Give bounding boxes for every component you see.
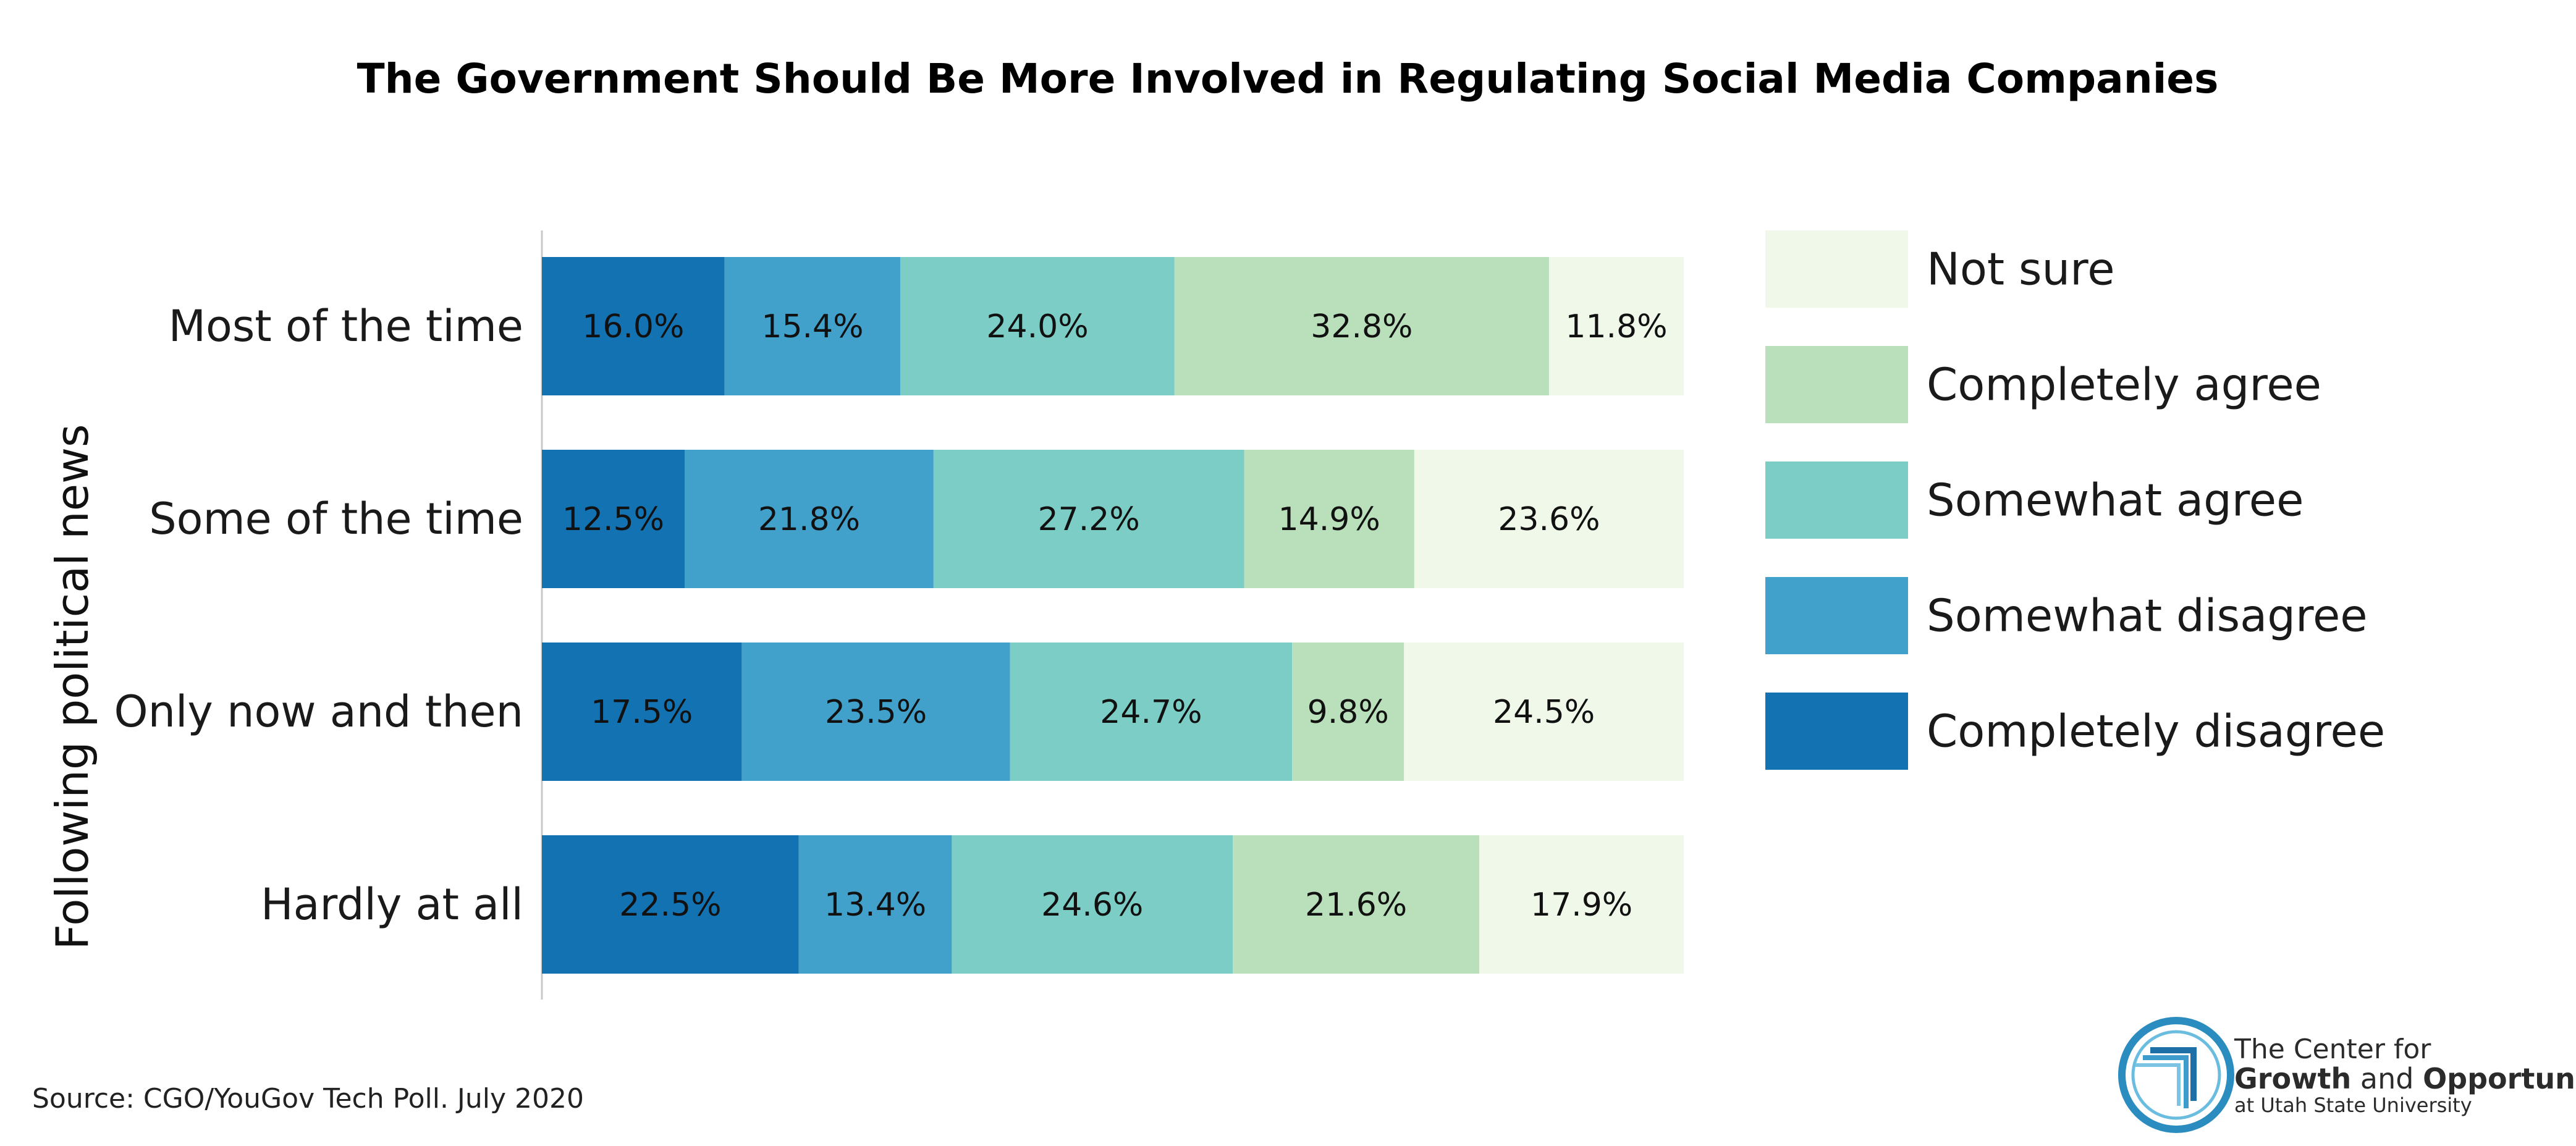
data-label-3-0: 22.5% bbox=[619, 887, 721, 924]
logo-line3: at Utah State University bbox=[2234, 1093, 2472, 1117]
chart-title: The Government Should Be More Involved i… bbox=[357, 55, 2219, 103]
bar-segment-1-4 bbox=[1414, 450, 1684, 588]
bars-layer: 16.0% 15.4% 24.0% 32.8% 11.8% 12.5% 21.8% 27.2%… bbox=[542, 257, 1684, 974]
legend-label-3: Somewhat disagree bbox=[1927, 590, 2368, 642]
bar-segment-2-2 bbox=[1010, 643, 1293, 781]
legend-swatch-4 bbox=[1765, 693, 1908, 770]
category-label-2: Only now and then bbox=[114, 686, 523, 737]
logo-line2: Growth and Opportunity bbox=[2234, 1062, 2576, 1095]
legend-swatch-2 bbox=[1765, 461, 1908, 539]
bar-segment-3-2 bbox=[952, 835, 1233, 974]
legend-swatch-0 bbox=[1765, 230, 1908, 308]
data-label-2-1: 23.5% bbox=[825, 694, 927, 731]
bar-segment-1-1 bbox=[685, 450, 934, 588]
bar-segment-2-4 bbox=[1404, 643, 1684, 781]
logo-line1: The Center for bbox=[2234, 1034, 2431, 1065]
bar-segment-3-0 bbox=[542, 835, 799, 974]
data-label-0-0: 16.0% bbox=[582, 308, 684, 345]
data-label-2-4: 24.5% bbox=[1493, 694, 1595, 731]
bar-segment-2-1 bbox=[741, 643, 1010, 781]
bar-segment-3-3 bbox=[1233, 835, 1480, 974]
data-label-1-3: 14.9% bbox=[1278, 501, 1380, 538]
category-label-3: Hardly at all bbox=[261, 879, 523, 930]
bar-segment-0-2 bbox=[900, 257, 1175, 395]
bar-segment-3-4 bbox=[1479, 835, 1684, 974]
bar-segment-1-2 bbox=[933, 450, 1244, 588]
data-label-1-2: 27.2% bbox=[1038, 501, 1140, 538]
cgo-logo: The Center for Growth and Opportunity at… bbox=[2118, 1017, 2576, 1133]
legend-label-1: Completely agree bbox=[1927, 359, 2321, 411]
legend-swatch-1 bbox=[1765, 346, 1908, 423]
y-axis-label: Following political news bbox=[46, 424, 98, 950]
data-label-3-3: 21.6% bbox=[1305, 887, 1407, 924]
legend-label-0: Not sure bbox=[1927, 243, 2115, 295]
legend-label-4: Completely disagree bbox=[1927, 706, 2385, 757]
data-label-2-2: 24.7% bbox=[1100, 694, 1202, 731]
logo-opportunity: Opportunity bbox=[2423, 1062, 2576, 1095]
bar-segment-2-0 bbox=[542, 643, 742, 781]
data-label-0-1: 15.4% bbox=[761, 308, 863, 345]
legend-label-2: Somewhat agree bbox=[1927, 474, 2304, 526]
logo-growth: Growth bbox=[2234, 1062, 2351, 1095]
bar-segment-0-4 bbox=[1548, 257, 1684, 395]
legend: Not sure Completely agree Somewhat agree So… bbox=[1765, 230, 2385, 770]
bar-segment-0-3 bbox=[1174, 257, 1549, 395]
bar-segment-3-1 bbox=[798, 835, 952, 974]
category-label-0: Most of the time bbox=[169, 301, 523, 352]
category-label-1: Some of the time bbox=[149, 494, 523, 544]
data-label-3-1: 13.4% bbox=[824, 887, 926, 924]
logo-emblem bbox=[2118, 1017, 2234, 1133]
bar-segment-0-1 bbox=[724, 257, 901, 395]
data-label-1-1: 21.8% bbox=[758, 501, 860, 538]
data-label-0-2: 24.0% bbox=[986, 308, 1088, 345]
data-label-2-0: 17.5% bbox=[591, 694, 693, 731]
data-label-1-4: 23.6% bbox=[1498, 501, 1600, 538]
legend-swatch-3 bbox=[1765, 577, 1908, 654]
bar-segment-0-0 bbox=[542, 257, 725, 395]
data-label-0-4: 11.8% bbox=[1565, 308, 1667, 345]
bar-segment-1-0 bbox=[542, 450, 685, 588]
category-labels: Most of the time Some of the time Only now… bbox=[114, 301, 523, 930]
data-label-3-4: 17.9% bbox=[1531, 887, 1632, 924]
data-label-3-2: 24.6% bbox=[1041, 887, 1143, 924]
bar-segment-1-3 bbox=[1244, 450, 1414, 588]
bar-segment-2-3 bbox=[1292, 643, 1404, 781]
data-label-1-0: 12.5% bbox=[562, 501, 664, 538]
data-label-0-3: 32.8% bbox=[1311, 308, 1413, 345]
data-label-2-3: 9.8% bbox=[1307, 694, 1389, 731]
source-note: Source: CGO/YouGov Tech Poll. July 2020 bbox=[32, 1083, 584, 1114]
logo-and: and bbox=[2351, 1062, 2423, 1095]
